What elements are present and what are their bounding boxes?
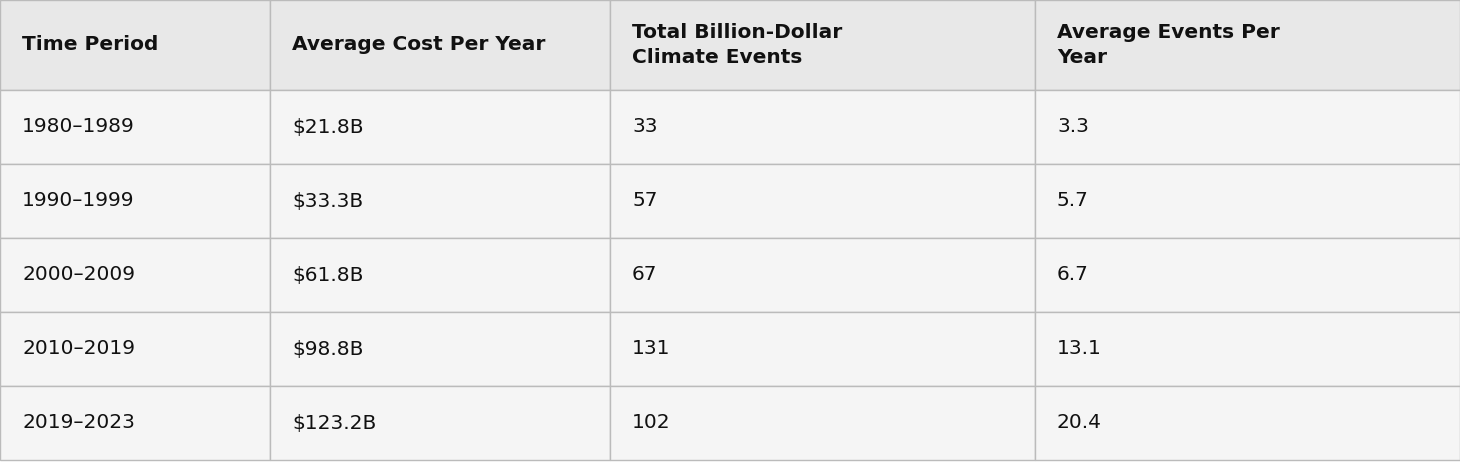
Bar	[0, 238, 270, 312]
Text: 2010–2019: 2010–2019	[22, 340, 134, 359]
Text: 1980–1989: 1980–1989	[22, 117, 134, 136]
Text: Average Events Per
Year: Average Events Per Year	[1057, 24, 1280, 67]
Bar	[1035, 386, 1460, 460]
Text: Total Billion-Dollar
Climate Events: Total Billion-Dollar Climate Events	[632, 24, 842, 67]
Text: Average Cost Per Year: Average Cost Per Year	[292, 36, 546, 55]
Text: Time Period: Time Period	[22, 36, 158, 55]
Text: $21.8B: $21.8B	[292, 117, 364, 136]
Text: 67: 67	[632, 266, 657, 285]
Bar	[1035, 164, 1460, 238]
Bar	[270, 90, 610, 164]
Bar	[1035, 90, 1460, 164]
Bar	[0, 386, 270, 460]
Text: 5.7: 5.7	[1057, 192, 1089, 211]
Text: 6.7: 6.7	[1057, 266, 1089, 285]
Text: 57: 57	[632, 192, 657, 211]
Text: $33.3B: $33.3B	[292, 192, 364, 211]
Text: 33: 33	[632, 117, 657, 136]
Bar	[1035, 238, 1460, 312]
Bar	[610, 386, 1035, 460]
Bar	[610, 0, 1035, 90]
Bar	[610, 90, 1035, 164]
Text: 13.1: 13.1	[1057, 340, 1102, 359]
Bar	[0, 90, 270, 164]
Text: 1990–1999: 1990–1999	[22, 192, 134, 211]
Text: 102: 102	[632, 413, 670, 432]
Bar	[610, 238, 1035, 312]
Bar	[270, 0, 610, 90]
Bar	[610, 164, 1035, 238]
Bar	[1035, 0, 1460, 90]
Bar	[270, 386, 610, 460]
Text: 20.4: 20.4	[1057, 413, 1102, 432]
Bar	[0, 0, 270, 90]
Text: $123.2B: $123.2B	[292, 413, 377, 432]
Text: 2000–2009: 2000–2009	[22, 266, 134, 285]
Bar	[0, 164, 270, 238]
Text: $61.8B: $61.8B	[292, 266, 364, 285]
Bar	[1035, 312, 1460, 386]
Text: 3.3: 3.3	[1057, 117, 1089, 136]
Text: 131: 131	[632, 340, 670, 359]
Bar	[270, 164, 610, 238]
Bar	[610, 312, 1035, 386]
Bar	[0, 312, 270, 386]
Bar	[270, 312, 610, 386]
Text: 2019–2023: 2019–2023	[22, 413, 134, 432]
Bar	[270, 238, 610, 312]
Text: $98.8B: $98.8B	[292, 340, 364, 359]
